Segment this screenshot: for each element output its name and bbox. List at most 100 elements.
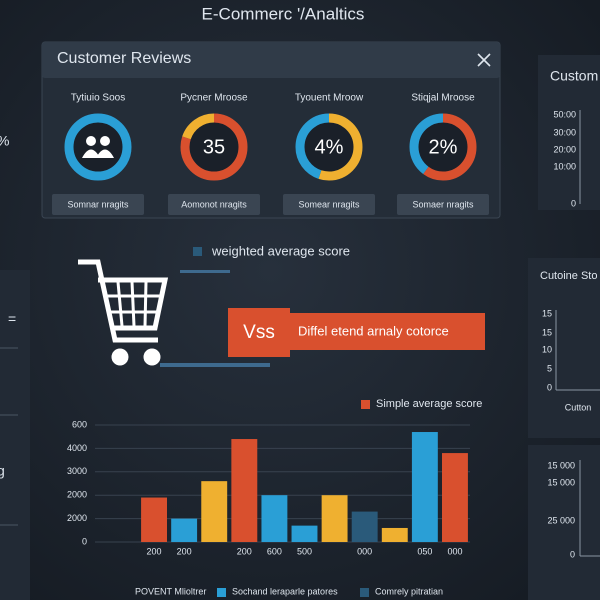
x-tick-label: 200 <box>147 546 162 556</box>
bar-chart: 0 2000 2000 3000 4000 600 200 200 200 600 500 000 05… <box>67 419 470 556</box>
cart-icon <box>78 259 169 366</box>
vs-badge <box>228 308 290 357</box>
axis-label: 0 <box>547 382 552 392</box>
side-ticks: 50:00 30:00 20:00 10:00 0 15 15 10 5 0 15 000 15 00… <box>542 109 576 559</box>
x-tick-label: 200 <box>237 546 252 556</box>
gauge-arc <box>409 113 477 181</box>
left-text: g <box>0 463 5 479</box>
axis-label: 10:00 <box>553 161 576 171</box>
legend-swatch <box>217 588 226 597</box>
y-tick-label: 0 <box>82 536 87 546</box>
bar <box>351 511 378 542</box>
gauge-arc <box>64 113 132 181</box>
legend-text: Sochand leraparle patores <box>232 586 338 596</box>
app-title: E-Commerc '/Analtics <box>202 4 365 23</box>
underline <box>160 363 270 367</box>
gauge-button-text[interactable]: Somaer nragits <box>412 199 474 209</box>
bar <box>231 439 258 542</box>
gauge-button[interactable] <box>397 194 489 215</box>
y-tick-label: 2000 <box>67 513 87 523</box>
x-tick-label: 600 <box>267 546 282 556</box>
panel-label: Cutton <box>565 402 592 412</box>
legend-swatch <box>361 400 370 409</box>
cart-handle <box>78 259 158 343</box>
menu-icon[interactable]: = <box>8 311 16 327</box>
x-tick-label: 000 <box>447 546 462 556</box>
axis-label: 10 <box>542 344 552 354</box>
gauge-arc <box>295 113 363 181</box>
gauge-button[interactable] <box>52 194 144 215</box>
axis-label: 15 000 <box>547 477 575 487</box>
bar <box>291 525 318 542</box>
gauge-button[interactable] <box>168 194 260 215</box>
left-text: % <box>0 133 9 149</box>
legend-text: Simple average score <box>376 398 482 410</box>
close-button[interactable] <box>477 53 491 67</box>
y-tick-label: 4000 <box>67 443 87 453</box>
gauge-button-text[interactable]: Aomonot nragits <box>181 199 247 209</box>
axis-label: 0 <box>571 198 576 208</box>
gauge-label: Tyouent Mroow <box>295 93 364 104</box>
y-tick-label: 600 <box>72 419 87 429</box>
bar <box>201 481 228 542</box>
cart-wheel <box>143 348 161 366</box>
gauge-label: Stiqjal Mroose <box>411 93 475 104</box>
right-panel <box>538 55 600 210</box>
axis-label: 5 <box>547 363 552 373</box>
axis-label: 15 <box>542 327 552 337</box>
legend-swatch <box>193 247 202 256</box>
bar <box>171 518 198 542</box>
y-tick-label: 3000 <box>67 466 87 476</box>
gauge-arc <box>180 113 248 181</box>
bar <box>321 495 348 542</box>
banner-text: Diffel etend arnaly cotorce <box>298 323 449 338</box>
axis-label: 20:00 <box>553 144 576 154</box>
gauge-button-text[interactable]: Somnar nragits <box>67 199 129 209</box>
gauge-button-text[interactable]: Somear nragits <box>298 199 360 209</box>
x-tick-label: 500 <box>297 546 312 556</box>
x-tick-label: 050 <box>417 546 432 556</box>
underline <box>180 270 230 273</box>
panel-title: Custom <box>550 68 598 84</box>
left-panel <box>0 270 30 600</box>
gauge-value: 2% <box>429 136 458 158</box>
cart-grid <box>106 281 160 327</box>
legend-text: POVENT Mlioltrer <box>135 586 206 596</box>
x-tick-label: 200 <box>177 546 192 556</box>
right-panel <box>528 258 600 438</box>
y-tick-label: 2000 <box>67 490 87 500</box>
bar <box>411 432 438 542</box>
modal-title: Customer Reviews <box>57 50 191 67</box>
vs-text: Vss <box>243 322 275 343</box>
axis-label: 25 000 <box>547 515 575 525</box>
gauge-value: 35 <box>203 136 225 158</box>
legend-text: Comrely pitratian <box>375 586 443 596</box>
modal-header <box>42 42 500 78</box>
x-tick-label: 000 <box>357 546 372 556</box>
axis-label: 50:00 <box>553 109 576 119</box>
gauge-label: Pycner Mroose <box>180 93 248 104</box>
bar <box>141 497 167 542</box>
axis-label: 15 <box>542 308 552 318</box>
cart-basket <box>98 277 169 331</box>
gauge-value: 4% <box>315 136 344 158</box>
axis-label: 0 <box>570 549 575 559</box>
cart-wheel <box>111 348 129 366</box>
axis-label: 30:00 <box>553 127 576 137</box>
panel-title: Cutoine Sto <box>540 270 597 282</box>
people-icon <box>86 136 96 146</box>
legend-text: weighted average score <box>211 243 350 258</box>
bar <box>261 495 288 542</box>
gauge-label: Tytiuio Soos <box>71 93 125 104</box>
legend-swatch <box>360 588 369 597</box>
gauge-button[interactable] <box>283 194 375 215</box>
people-icon <box>100 136 110 146</box>
axis-label: 15 000 <box>547 460 575 470</box>
bar <box>442 453 468 542</box>
banner-box <box>290 313 485 350</box>
people-icon <box>82 149 114 158</box>
right-panel <box>528 445 600 600</box>
gauges: Tytiuio Soos Somnar nragits Pycner Mroose 3… <box>52 93 489 215</box>
